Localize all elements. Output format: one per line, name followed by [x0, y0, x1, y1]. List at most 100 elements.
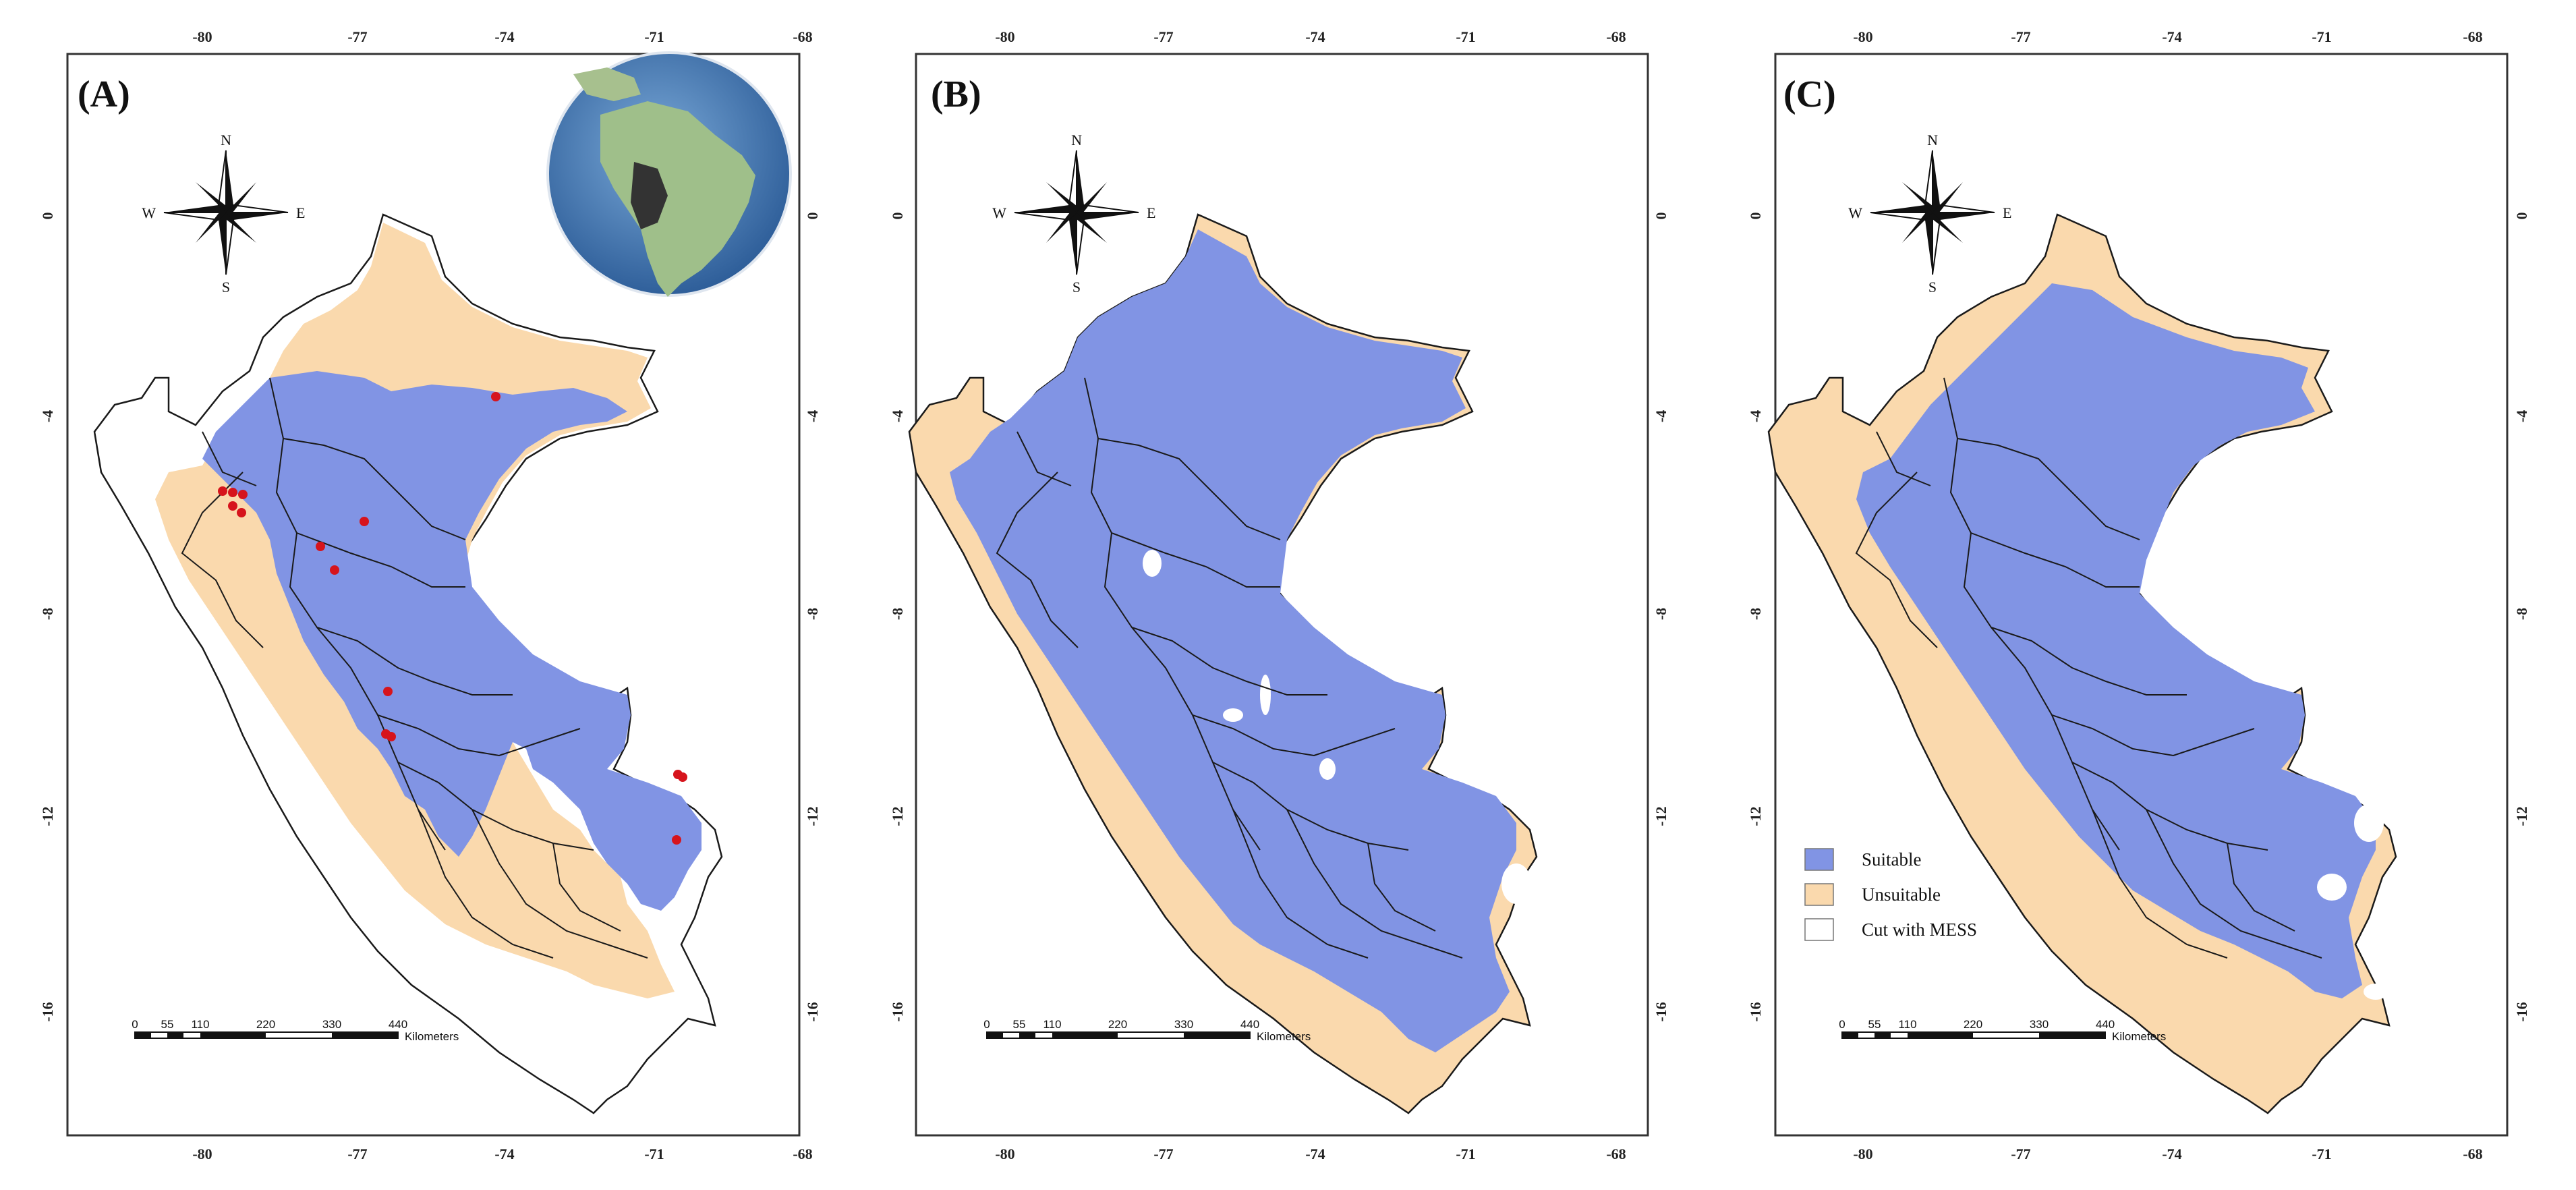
compass-north: N	[1927, 132, 1938, 148]
occurrence-point	[316, 542, 325, 551]
occurrence-point	[237, 508, 246, 517]
occurrence-points	[218, 392, 687, 845]
lat-tick: -4	[804, 410, 821, 422]
scale-bar: 0 55 110 220 330 440 Kilometers	[1839, 1018, 2166, 1043]
scale-bar: 0 55 110 220 330 440 Kilometers	[132, 1018, 459, 1043]
lon-tick: -74	[2162, 28, 2181, 45]
mess-cut-patches	[2317, 804, 2388, 1000]
scale-tick: 330	[322, 1018, 341, 1031]
occurrence-point	[678, 772, 687, 782]
lon-tick: -74	[1305, 28, 1325, 45]
legend-label: Unsuitable	[1862, 884, 1941, 905]
lon-tick: -68	[2463, 1145, 2482, 1162]
map-panel-c: -80 -77 -74 -71 -68 -80 -77 -74 -71 -68 …	[1711, 0, 2569, 1190]
lon-tick: -80	[995, 1145, 1014, 1162]
right-latitude-ticks: 0 -4 -8 -12 -16	[1653, 213, 1669, 1022]
panel-label: (B)	[931, 74, 981, 115]
bottom-longitude-ticks: -80 -77 -74 -71 -68	[1853, 1145, 2482, 1162]
top-longitude-ticks: -80 -77 -74 -71 -68	[1853, 28, 2482, 45]
mess-cut-patch	[2364, 984, 2388, 1000]
lon-tick: -80	[1853, 28, 1872, 45]
lat-tick: -12	[39, 806, 56, 826]
lon-tick: -77	[347, 1145, 367, 1162]
lon-tick: -74	[1305, 1145, 1325, 1162]
scale-unit: Kilometers	[2112, 1030, 2166, 1043]
lon-tick: -77	[1153, 1145, 1173, 1162]
right-latitude-ticks: 0 -4 -8 -12 -16	[804, 213, 821, 1022]
mess-cut-patch	[1260, 675, 1271, 715]
compass-rose: N S E W	[1848, 132, 2011, 295]
mess-cut-patch	[2317, 874, 2347, 901]
lat-tick: -4	[39, 410, 56, 422]
lat-tick: 0	[39, 213, 56, 220]
occurrence-point	[491, 392, 500, 401]
compass-south: S	[222, 279, 230, 295]
compass-south: S	[1072, 279, 1081, 295]
lon-tick: -80	[192, 1145, 212, 1162]
lon-tick: -77	[347, 28, 367, 45]
lon-tick: -74	[494, 1145, 514, 1162]
scale-tick: 440	[389, 1018, 407, 1031]
lat-tick: -8	[889, 608, 906, 620]
compass-west: W	[1848, 204, 1862, 221]
map-panel-a: -80 -77 -74 -71 -68 -80 -77 -74 -71 -68 …	[0, 0, 859, 1190]
scale-unit: Kilometers	[405, 1030, 459, 1043]
scale-bar: 0 55 110 220 330 440 Kilometers	[983, 1018, 1311, 1043]
top-longitude-ticks: -80 -77 -74 -71 -68	[995, 28, 1626, 45]
lon-tick: -80	[192, 28, 212, 45]
lat-tick: -12	[1747, 806, 1764, 826]
panel-label: (A)	[78, 74, 130, 115]
scale-tick: 110	[1043, 1018, 1061, 1031]
lon-tick: -71	[2312, 1145, 2331, 1162]
lat-tick: -4	[1653, 410, 1669, 422]
left-latitude-ticks: 0 -4 -8 -12 -16	[39, 213, 56, 1022]
suitable-zone	[202, 371, 702, 911]
globe-central-america	[573, 67, 641, 101]
occurrence-point	[228, 488, 237, 497]
panel-label: (C)	[1783, 74, 1836, 115]
inset-globe	[546, 51, 792, 297]
lon-tick: -74	[494, 28, 514, 45]
scale-tick: 220	[1108, 1018, 1127, 1031]
scale-tick: 55	[1013, 1018, 1026, 1031]
scale-tick: 110	[191, 1018, 209, 1031]
lat-tick: -4	[2513, 410, 2530, 422]
left-latitude-ticks: 0 -4 -8 -12 -16	[1747, 213, 1764, 1022]
right-latitude-ticks: 0 -4 -8 -12 -16	[2513, 213, 2530, 1022]
legend-label: Suitable	[1862, 849, 1922, 870]
scale-tick: 330	[1174, 1018, 1193, 1031]
scale-tick: 55	[1868, 1018, 1881, 1031]
scale-unit: Kilometers	[1257, 1030, 1311, 1043]
lat-tick: 0	[1653, 213, 1669, 220]
lat-tick: -16	[889, 1002, 906, 1021]
mess-cut-patch	[1501, 863, 1531, 904]
mess-cut-patch	[2354, 804, 2384, 842]
lon-tick: -71	[644, 28, 664, 45]
lat-tick: -8	[1747, 608, 1764, 620]
left-latitude-ticks: 0 -4 -8 -12 -16	[889, 213, 906, 1022]
occurrence-point	[360, 517, 369, 526]
lon-tick: -77	[2011, 1145, 2030, 1162]
occurrence-point	[387, 732, 396, 741]
globe-south-america	[600, 101, 755, 297]
legend-swatch-unsuitable	[1804, 883, 1834, 906]
lon-tick: -71	[644, 1145, 664, 1162]
compass-north: N	[221, 132, 231, 148]
department-boundaries	[1855, 377, 2322, 959]
lon-tick: -74	[2162, 1145, 2181, 1162]
lat-tick: -8	[804, 608, 821, 620]
scale-tick: 220	[256, 1018, 275, 1031]
lat-tick: -16	[1653, 1002, 1669, 1021]
scale-tick: 330	[2030, 1018, 2049, 1031]
scale-tick: 55	[161, 1018, 174, 1031]
bottom-longitude-ticks: -80 -77 -74 -71 -68	[995, 1145, 1626, 1162]
lat-tick: 0	[889, 213, 906, 220]
compass-west: W	[992, 204, 1006, 221]
map-panel-b: -80 -77 -74 -71 -68 -80 -77 -74 -71 -68 …	[855, 0, 1714, 1190]
lon-tick: -77	[1153, 28, 1173, 45]
legend-swatch-mess	[1804, 918, 1834, 941]
map-panel-b-svg: -80 -77 -74 -71 -68 -80 -77 -74 -71 -68 …	[889, 28, 1669, 1162]
department-boundaries	[181, 377, 648, 959]
mess-cut-patch	[1319, 758, 1336, 780]
top-longitude-ticks: -80 -77 -74 -71 -68	[192, 28, 812, 45]
